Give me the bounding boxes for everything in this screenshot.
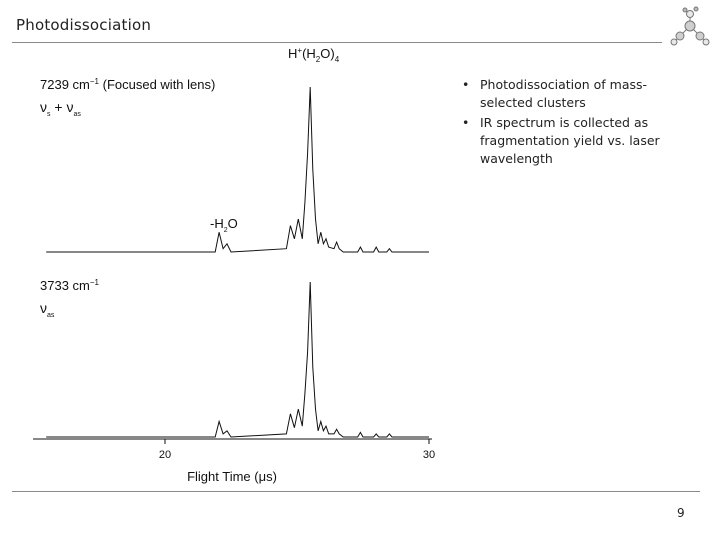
trace-group (46, 86, 429, 438)
page-number: 9 (677, 506, 685, 520)
title-divider (12, 42, 662, 43)
ion-label: H+(H2O)4 (288, 46, 340, 64)
panel-1-mode-label: νs + νas (40, 99, 81, 118)
bullet-item: IR spectrum is collected as fragmentatio… (460, 114, 690, 168)
x-tick-label: 20 (159, 449, 171, 461)
x-axis-title: Flight Time (μs) (187, 469, 277, 484)
footer-divider (12, 491, 700, 492)
panel-2-mode-label: νas (40, 300, 55, 319)
fragment-peak-label: -H2O (210, 216, 238, 234)
panel-1-wavenumber: 7239 cm−1 (Focused with lens) (40, 77, 215, 92)
bullet-item: Photodissociation of mass-selected clust… (460, 76, 690, 112)
tof-spectra-figure: H+(H2O)4 7239 cm−1 (Focused with lens) ν… (33, 46, 435, 484)
molecule-logo-icon (670, 6, 710, 46)
panel-2-wavenumber: 3733 cm−1 (40, 278, 100, 293)
bullet-list: Photodissociation of mass-selected clust… (460, 76, 690, 170)
x-tick-label: 30 (423, 449, 435, 461)
tof-trace-2 (46, 281, 429, 438)
tof-trace-1 (46, 86, 429, 253)
slide-title: Photodissociation (16, 16, 152, 34)
